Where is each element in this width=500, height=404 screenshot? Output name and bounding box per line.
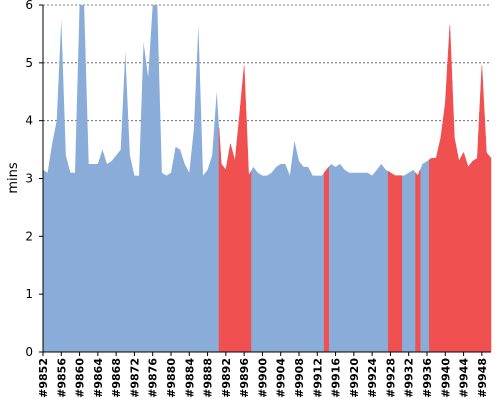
x-tick-label: #9920 <box>348 358 361 398</box>
x-tick-label: #9904 <box>275 358 288 398</box>
x-tick-label: #9852 <box>37 358 50 398</box>
y-tick-label: 4 <box>25 114 33 128</box>
x-tick-label: #9928 <box>384 358 397 398</box>
highlight-bar <box>438 120 444 353</box>
y-tick-label: 1 <box>25 287 33 301</box>
area-series <box>43 5 492 353</box>
y-axis-label: mins <box>6 162 21 194</box>
highlight-bar <box>218 127 224 353</box>
y-tick-label: 0 <box>25 345 33 359</box>
y-tick-label: 5 <box>25 56 33 70</box>
highlight-bar <box>227 143 233 353</box>
highlight-bar <box>241 65 247 353</box>
highlight-bar <box>483 109 489 353</box>
highlight-bar <box>415 169 421 353</box>
highlight-bar <box>479 65 485 353</box>
highlight-bar <box>429 158 435 353</box>
highlight-bar <box>397 175 403 353</box>
x-tick-label: #9940 <box>439 358 452 398</box>
x-tick-label: #9908 <box>293 358 306 398</box>
x-tick-label: #9896 <box>238 358 251 398</box>
highlight-bar <box>456 149 462 353</box>
x-tick-label: #9900 <box>256 358 269 398</box>
x-tick-label: #9876 <box>147 358 160 398</box>
x-tick-label: #9856 <box>55 358 68 398</box>
x-tick-label: #9948 <box>476 358 489 398</box>
x-tick-label: #9868 <box>110 358 123 398</box>
x-tick-label: #9888 <box>202 358 215 398</box>
highlight-bar <box>447 25 453 353</box>
y-tick-label: 6 <box>25 0 33 12</box>
x-tick-label: #9880 <box>165 358 178 398</box>
x-tick-label: #9872 <box>128 358 141 398</box>
x-tick-label: #9924 <box>366 358 379 398</box>
highlight-bar <box>387 170 393 353</box>
y-tick-label: 3 <box>25 172 33 186</box>
x-tick-labels: #9852 #9856 #9860 #9864 #9868 #9872 #9876 #9880… <box>37 352 489 398</box>
highlight-bar <box>323 166 329 353</box>
x-tick-label: #9892 <box>220 358 233 398</box>
highlight-bar <box>470 159 476 353</box>
highlight-bar <box>451 81 457 353</box>
x-tick-label: #9932 <box>403 358 416 398</box>
x-tick-label: #9944 <box>458 358 471 398</box>
highlight-bar <box>442 64 448 353</box>
x-tick-label: #9864 <box>92 358 105 398</box>
highlight-bar <box>237 90 243 353</box>
highlight-bar <box>223 156 229 353</box>
highlight-bar <box>392 173 398 353</box>
highlight-bar <box>488 154 492 353</box>
highlight-bar <box>433 148 439 353</box>
x-tick-label: #9916 <box>330 358 343 398</box>
y-tick-labels: 0 1 2 3 4 5 6 <box>25 0 43 359</box>
x-tick-label: #9884 <box>183 358 196 398</box>
highlight-bar <box>461 151 467 353</box>
highlight-bar <box>232 137 238 353</box>
x-tick-label: #9912 <box>311 358 324 398</box>
highlight-bar <box>465 159 471 353</box>
area-fill <box>43 5 491 352</box>
highlight-bar <box>474 111 480 353</box>
highlight-bar <box>246 120 252 353</box>
x-tick-label: #9860 <box>74 358 87 398</box>
y-tick-label: 2 <box>25 229 33 243</box>
x-tick-label: #9936 <box>421 358 434 398</box>
